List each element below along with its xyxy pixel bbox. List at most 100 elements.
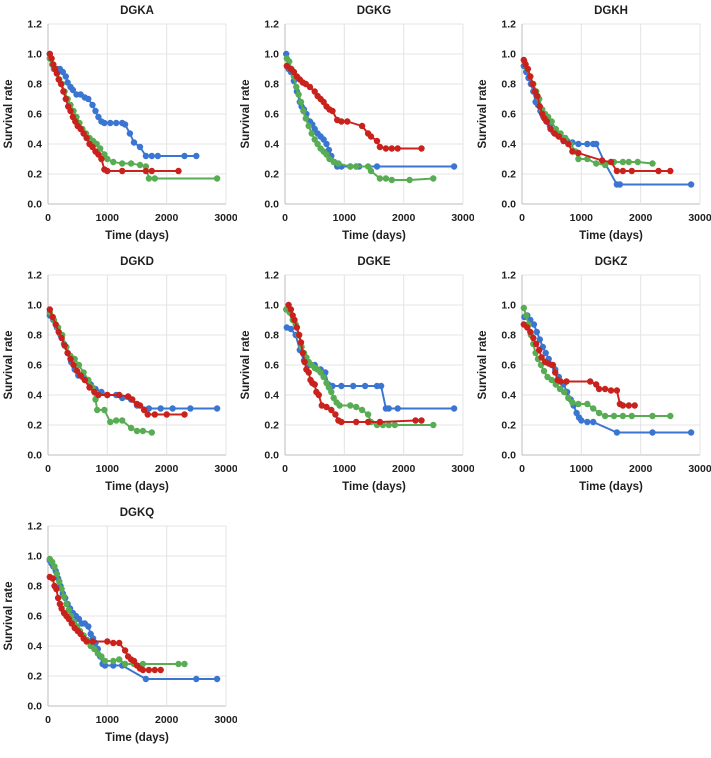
series-blue-marker [69, 86, 77, 94]
series-green-marker [101, 406, 108, 414]
x-tick-label: 3000 [214, 714, 237, 726]
series-red-marker [587, 378, 594, 385]
series-green-marker [575, 400, 582, 408]
chart-dgka: DGKA 0.0 0.2 0.4 0.6 0.8 1.0 1.2 0 1000 2000 3000 Ti… [0, 0, 238, 251]
y-tick-label: 0.6 [501, 109, 516, 121]
series-blue-marker [450, 405, 458, 412]
series-red-marker [613, 167, 621, 175]
series-red-marker [175, 167, 182, 175]
y-tick-label: 0.0 [27, 199, 42, 211]
series-red-marker [290, 68, 298, 76]
series-red-marker [104, 167, 111, 175]
y-tick-label: 0.6 [27, 360, 42, 372]
y-tick-label: 1.0 [264, 300, 279, 312]
series-red-marker [557, 378, 564, 385]
series-green-marker [391, 421, 398, 429]
series-red-marker [89, 638, 96, 645]
chart-dgkz: DGKZ 0.0 0.2 0.4 0.6 0.8 1.0 1.2 0 1000 2000 3000 Ti… [474, 251, 711, 502]
chart-dgkq: DGKQ 0.0 0.2 0.4 0.6 0.8 1.0 1.2 0 1000 2000 3000 Ti… [0, 502, 238, 753]
series-blue-marker [85, 95, 92, 103]
series-red-marker [619, 402, 627, 409]
series-red-marker [142, 167, 150, 175]
x-tick-label: 2000 [392, 212, 416, 224]
y-tick-label: 0.4 [264, 390, 279, 402]
series-blue-marker [59, 68, 66, 76]
series-red-marker [104, 391, 111, 399]
series-blue-marker [121, 121, 129, 128]
y-tick-label: 0.2 [264, 169, 279, 181]
series-green-marker [634, 158, 641, 166]
x-tick-label: 2000 [155, 463, 179, 475]
series-green-marker [347, 402, 354, 409]
x-tick-label: 2000 [392, 463, 416, 475]
series-blue-marker [142, 152, 150, 160]
series-red-line [48, 576, 162, 671]
series-blue-marker [584, 140, 591, 148]
series-green-marker [548, 118, 555, 125]
series-red-marker [139, 666, 147, 674]
series-blue-marker [157, 405, 164, 412]
series-red-marker [353, 418, 360, 426]
series-red-marker [144, 411, 151, 418]
y-tick-label: 1.2 [501, 19, 516, 31]
series-blue-marker [575, 140, 582, 148]
series-red-marker [48, 55, 55, 62]
series-red-marker [306, 83, 314, 91]
series-red-marker [73, 367, 81, 375]
series-red-marker [305, 369, 312, 376]
y-tick-label: 0.4 [501, 390, 516, 402]
series-green-marker [65, 606, 73, 614]
series-red-marker [49, 575, 56, 582]
series-red-marker [619, 167, 627, 175]
series-red-marker [382, 145, 390, 152]
series-red-marker [418, 145, 425, 152]
series-green-marker [601, 161, 609, 169]
y-tick-label: 1.2 [264, 270, 279, 282]
x-tick-label: 1000 [96, 463, 120, 475]
chart-title: DGKA [120, 5, 154, 17]
chart-canvas: DGKA 0.0 0.2 0.4 0.6 0.8 1.0 1.2 0 1000 2000 3000 Ti… [3, 5, 238, 242]
series-green-marker [593, 160, 600, 167]
series-green-marker [94, 406, 101, 414]
series-red-marker [524, 324, 531, 331]
y-tick-label: 0.2 [501, 169, 516, 181]
series-green-marker [353, 163, 360, 170]
y-axis-label: Survival rate [240, 330, 252, 399]
series-red-marker [54, 594, 62, 602]
series-blue-marker [533, 328, 540, 336]
chart-canvas: DGKE 0.0 0.2 0.4 0.6 0.8 1.0 1.2 0 1000 2000 3000 Ti… [240, 256, 475, 493]
y-tick-label: 0.0 [27, 450, 42, 462]
series-blue-marker [450, 163, 458, 170]
series-blue-marker [142, 675, 150, 683]
series-red-marker [104, 638, 111, 645]
series-green-marker [110, 657, 117, 665]
y-tick-label: 0.8 [27, 79, 42, 91]
series-blue-marker [95, 113, 102, 121]
series-red-marker [83, 134, 90, 142]
series-green-marker [139, 427, 147, 435]
series-green-marker [295, 91, 302, 98]
y-tick-label: 1.0 [501, 300, 516, 312]
y-tick-label: 1.0 [264, 49, 279, 61]
chart-canvas: DGKQ 0.0 0.2 0.4 0.6 0.8 1.0 1.2 0 1000 2000 3000 Ti… [3, 507, 238, 744]
series-blue-marker [187, 405, 194, 412]
series-red-marker [667, 167, 674, 175]
series-green-marker [116, 656, 123, 663]
series-red-marker [80, 130, 87, 137]
y-tick-label: 0.0 [264, 450, 279, 462]
chart-title: DGKD [120, 256, 154, 268]
x-tick-label: 2000 [155, 714, 179, 726]
series-green-marker [110, 158, 117, 166]
y-tick-label: 0.6 [27, 611, 42, 623]
x-tick-label: 3000 [214, 212, 237, 224]
series-red-marker [46, 306, 53, 313]
series-red-marker [86, 384, 93, 391]
series-blue-marker [213, 675, 221, 683]
series-green-marker [565, 394, 572, 402]
series-red-marker [148, 167, 155, 175]
series-red-marker [536, 346, 543, 354]
y-tick-label: 1.0 [501, 49, 516, 61]
series-green-marker [151, 175, 158, 182]
x-tick-label: 3000 [214, 463, 237, 475]
series-red-marker [329, 107, 336, 115]
